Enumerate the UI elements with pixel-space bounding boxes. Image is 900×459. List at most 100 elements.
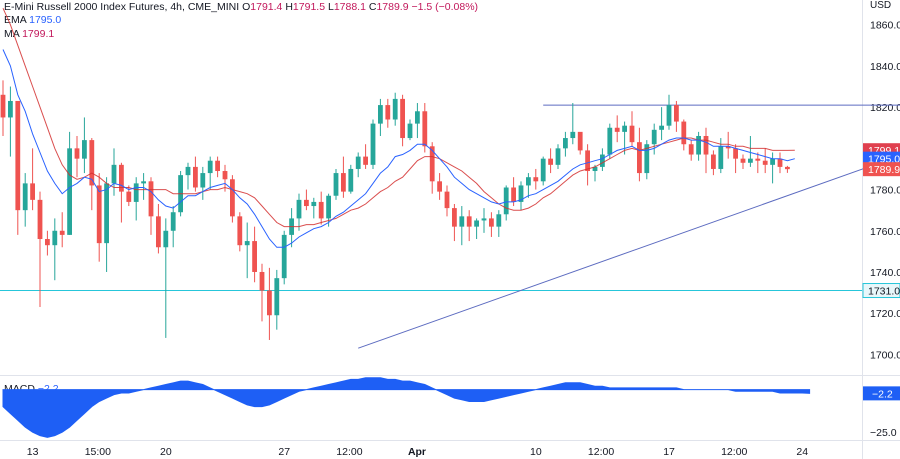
candle-body[interactable] xyxy=(422,111,428,147)
candle-body[interactable] xyxy=(252,241,257,272)
candle-body[interactable] xyxy=(170,212,176,231)
candle-body[interactable] xyxy=(452,208,457,227)
candle-body[interactable] xyxy=(681,121,687,145)
candle-body[interactable] xyxy=(622,125,627,132)
candle-body[interactable] xyxy=(355,156,361,169)
candle-body[interactable] xyxy=(533,177,539,182)
candle-body[interactable] xyxy=(74,148,80,159)
candle-body[interactable] xyxy=(363,156,368,165)
candle-body[interactable] xyxy=(45,239,50,246)
candle-body[interactable] xyxy=(466,216,472,227)
candle-body[interactable] xyxy=(259,271,265,291)
candle-body[interactable] xyxy=(15,100,21,211)
candle-body[interactable] xyxy=(415,111,420,124)
candle-body[interactable] xyxy=(141,181,146,184)
candle-body[interactable] xyxy=(274,278,280,316)
candle-body[interactable] xyxy=(459,216,465,227)
candle-body[interactable] xyxy=(304,199,309,207)
candle-body[interactable] xyxy=(0,94,6,118)
candle-body[interactable] xyxy=(52,230,58,246)
candle-body[interactable] xyxy=(326,195,331,219)
candle-body[interactable] xyxy=(89,140,95,186)
candle-body[interactable] xyxy=(489,218,494,227)
candle-body[interactable] xyxy=(104,183,109,244)
candle-body[interactable] xyxy=(659,125,664,130)
candle-body[interactable] xyxy=(548,158,553,165)
candle-body[interactable] xyxy=(407,123,413,139)
candle-body[interactable] xyxy=(777,158,783,167)
candle-body[interactable] xyxy=(385,105,391,120)
candle-body[interactable] xyxy=(163,230,169,248)
candle-body[interactable] xyxy=(244,241,250,246)
candle-body[interactable] xyxy=(59,230,65,235)
candle-body[interactable] xyxy=(22,183,28,211)
candle-body[interactable] xyxy=(333,173,339,196)
candle-body[interactable] xyxy=(644,144,650,174)
candle-body[interactable] xyxy=(474,220,479,227)
candle-body[interactable] xyxy=(444,191,450,209)
candle-body[interactable] xyxy=(311,201,317,207)
candle-body[interactable] xyxy=(126,191,132,202)
candle-body[interactable] xyxy=(222,171,228,180)
candle-body[interactable] xyxy=(666,105,672,126)
candle-body[interactable] xyxy=(585,150,590,172)
candle-body[interactable] xyxy=(200,173,206,188)
candle-body[interactable] xyxy=(563,138,568,149)
candle-body[interactable] xyxy=(267,290,272,316)
candle-body[interactable] xyxy=(503,187,509,215)
candle-body[interactable] xyxy=(607,127,613,155)
candle-body[interactable] xyxy=(555,148,561,165)
candle-body[interactable] xyxy=(733,148,738,159)
candle-body[interactable] xyxy=(711,154,716,169)
candle-body[interactable] xyxy=(703,135,709,155)
candle-body[interactable] xyxy=(770,158,775,165)
candle-body[interactable] xyxy=(30,183,35,200)
candle-body[interactable] xyxy=(82,140,87,159)
ema-line[interactable] xyxy=(2,49,795,248)
candle-body[interactable] xyxy=(370,123,376,165)
candle-body[interactable] xyxy=(725,146,731,149)
candle-body[interactable] xyxy=(281,234,287,279)
candle-body[interactable] xyxy=(237,216,243,246)
candle-body[interactable] xyxy=(481,218,487,221)
candle-body[interactable] xyxy=(718,146,724,169)
candle-body[interactable] xyxy=(37,199,43,240)
candle-body[interactable] xyxy=(348,168,354,192)
candle-body[interactable] xyxy=(185,166,191,176)
candle-body[interactable] xyxy=(577,131,583,151)
candle-body[interactable] xyxy=(67,148,72,235)
candle-body[interactable] xyxy=(133,183,139,202)
candle-body[interactable] xyxy=(207,160,213,174)
candle-body[interactable] xyxy=(8,100,13,118)
candle-body[interactable] xyxy=(392,98,398,120)
candle-body[interactable] xyxy=(341,173,346,192)
candle-body[interactable] xyxy=(592,166,598,172)
candle-body[interactable] xyxy=(570,131,576,139)
candle-body[interactable] xyxy=(755,158,761,161)
candle-body[interactable] xyxy=(119,164,124,192)
candle-body[interactable] xyxy=(496,214,502,227)
candle-body[interactable] xyxy=(230,179,235,217)
candle-body[interactable] xyxy=(156,216,161,248)
candle-body[interactable] xyxy=(614,127,620,132)
candle-body[interactable] xyxy=(740,158,746,163)
candle-body[interactable] xyxy=(437,181,442,192)
candle-body[interactable] xyxy=(378,105,383,124)
candle-body[interactable] xyxy=(696,135,701,155)
candle-body[interactable] xyxy=(148,181,154,217)
candle-body[interactable] xyxy=(785,166,790,170)
candle-body[interactable] xyxy=(111,164,117,184)
candle-body[interactable] xyxy=(429,146,435,182)
symbol-title[interactable]: E-Mini Russell 2000 Index Futures, 4h, C… xyxy=(4,1,240,13)
candle-body[interactable] xyxy=(540,158,546,182)
candle-body[interactable] xyxy=(96,185,102,244)
macd-area[interactable] xyxy=(2,377,811,438)
candle-body[interactable] xyxy=(651,129,657,145)
candle-body[interactable] xyxy=(400,98,405,139)
candle-body[interactable] xyxy=(518,185,524,202)
candle-body[interactable] xyxy=(318,201,324,219)
ma-legend[interactable]: MA 1799.1 xyxy=(4,28,54,41)
candle-body[interactable] xyxy=(629,125,635,143)
candle-body[interactable] xyxy=(526,177,531,186)
